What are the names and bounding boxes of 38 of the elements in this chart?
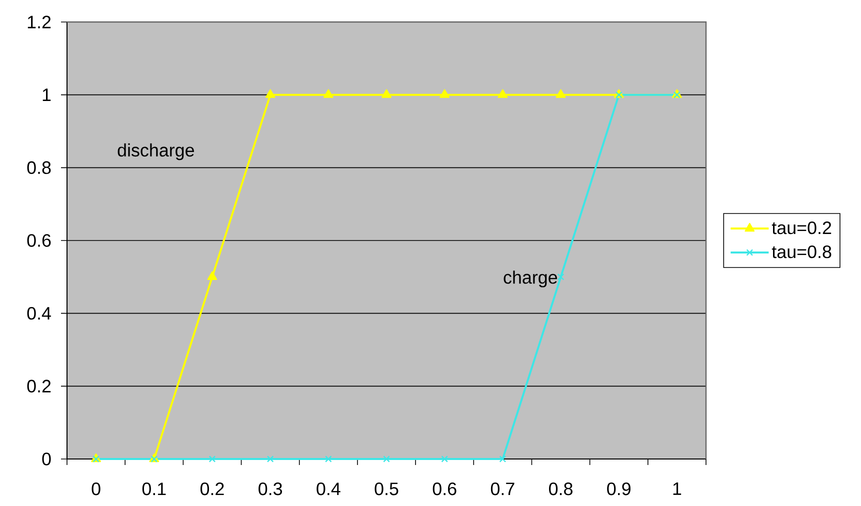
point <box>557 273 564 280</box>
legend-label: tau=0.8 <box>772 245 832 258</box>
point <box>556 89 566 98</box>
point <box>150 456 158 462</box>
point <box>382 89 392 98</box>
x-tick-label: 0.2 <box>200 482 224 496</box>
point <box>498 89 508 98</box>
point <box>499 456 506 462</box>
annotation: discharge <box>118 143 194 160</box>
y-tick-label: 0.8 <box>27 161 51 174</box>
x-tick-label: 0.9 <box>607 482 630 496</box>
point <box>207 271 218 280</box>
point <box>441 456 448 462</box>
x-tick-label: 1 <box>673 482 682 495</box>
x-tick-label: 0.4 <box>316 482 340 496</box>
point <box>92 456 100 462</box>
y-tick-label: 0.4 <box>27 306 51 320</box>
x-tick-label: 0.3 <box>258 482 282 496</box>
point <box>266 456 274 462</box>
y-tick-label: 0.2 <box>27 380 51 393</box>
point <box>324 456 332 462</box>
y-tick-label: 1.2 <box>28 16 51 28</box>
point <box>383 456 390 462</box>
x-tick-label: 0 <box>92 482 100 496</box>
y-tick-label: 1 <box>42 88 51 101</box>
x-tick-label: 0.7 <box>490 482 514 496</box>
x-tick-label: 0.5 <box>374 482 398 496</box>
annotation: charge <box>504 270 558 288</box>
x-tick-label: 0.1 <box>142 482 166 496</box>
point <box>265 89 276 98</box>
legend-label: tau=0.2 <box>772 221 832 234</box>
x-tick-label: 0.6 <box>432 482 456 496</box>
point <box>208 456 216 462</box>
x-tick-label: 0.8 <box>549 482 572 496</box>
y-tick-label: 0.6 <box>27 234 51 247</box>
point <box>323 89 334 98</box>
point <box>440 89 450 98</box>
y-tick-label: 0 <box>42 452 51 466</box>
